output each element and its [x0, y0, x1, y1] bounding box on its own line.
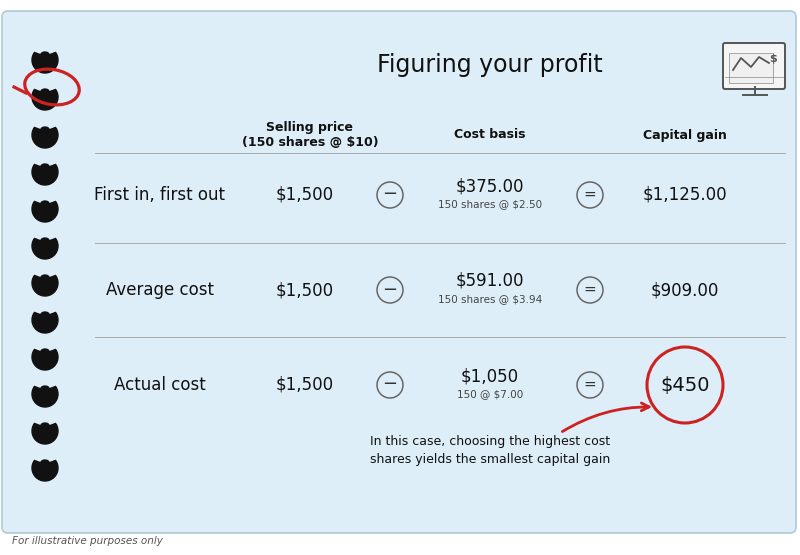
Circle shape	[32, 196, 58, 222]
Circle shape	[377, 277, 403, 303]
Circle shape	[577, 277, 603, 303]
Text: 150 @ $7.00: 150 @ $7.00	[457, 389, 523, 399]
Text: In this case, choosing the highest cost
shares yields the smallest capital gain: In this case, choosing the highest cost …	[370, 435, 610, 466]
FancyBboxPatch shape	[2, 11, 796, 533]
Text: Capital gain: Capital gain	[643, 129, 727, 142]
Circle shape	[377, 372, 403, 398]
Text: Actual cost: Actual cost	[114, 376, 206, 394]
Circle shape	[32, 307, 58, 333]
Text: 150 shares @ $3.94: 150 shares @ $3.94	[438, 294, 542, 304]
Circle shape	[32, 159, 58, 185]
Text: $909.00: $909.00	[651, 281, 719, 299]
Text: $591.00: $591.00	[456, 272, 524, 290]
Text: =: =	[584, 187, 596, 202]
Circle shape	[32, 344, 58, 370]
Text: Selling price
(150 shares @ $10): Selling price (150 shares @ $10)	[242, 120, 378, 149]
Circle shape	[577, 182, 603, 208]
Circle shape	[32, 418, 58, 444]
Text: $1,050: $1,050	[461, 367, 519, 385]
Text: −: −	[382, 376, 398, 393]
Text: $: $	[769, 54, 777, 64]
Text: =: =	[584, 377, 596, 392]
Circle shape	[32, 455, 58, 481]
Circle shape	[577, 372, 603, 398]
Text: Average cost: Average cost	[106, 281, 214, 299]
Text: −: −	[382, 185, 398, 204]
FancyBboxPatch shape	[729, 53, 773, 83]
Circle shape	[32, 381, 58, 407]
Circle shape	[377, 182, 403, 208]
Text: $450: $450	[660, 376, 710, 395]
Circle shape	[32, 84, 58, 110]
Text: =: =	[584, 282, 596, 297]
Text: 150 shares @ $2.50: 150 shares @ $2.50	[438, 199, 542, 209]
Text: $375.00: $375.00	[456, 177, 524, 195]
Text: $1,500: $1,500	[276, 186, 334, 204]
Text: Cost basis: Cost basis	[454, 129, 526, 142]
Text: $1,125.00: $1,125.00	[642, 186, 727, 204]
FancyBboxPatch shape	[723, 43, 785, 89]
Text: $1,500: $1,500	[276, 281, 334, 299]
Text: Figuring your profit: Figuring your profit	[377, 53, 603, 77]
Circle shape	[32, 270, 58, 296]
Circle shape	[32, 122, 58, 148]
Circle shape	[32, 233, 58, 259]
Text: For illustrative purposes only: For illustrative purposes only	[12, 536, 163, 546]
Text: $1,500: $1,500	[276, 376, 334, 394]
Text: −: −	[382, 280, 398, 299]
Text: First in, first out: First in, first out	[94, 186, 226, 204]
Circle shape	[32, 47, 58, 73]
